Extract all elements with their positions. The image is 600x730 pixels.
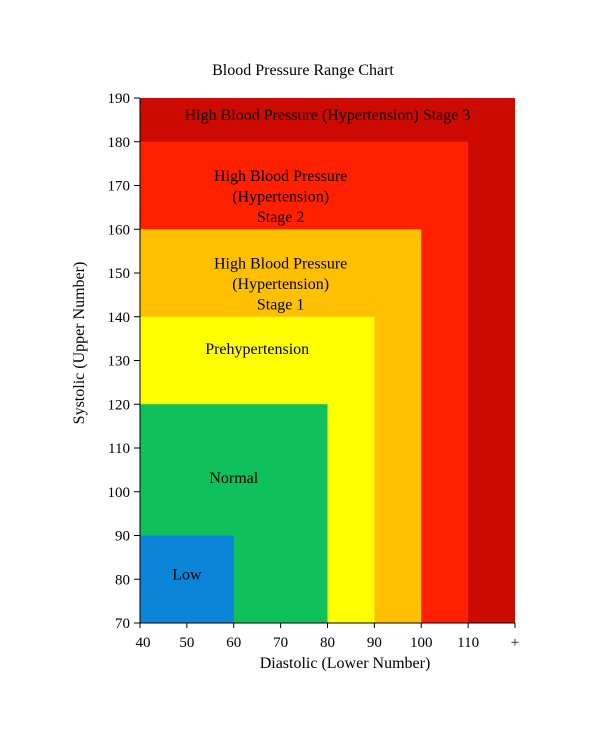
zone-label-prehypertension: Prehypertension bbox=[205, 341, 309, 358]
zone-label-normal: Normal bbox=[209, 470, 258, 487]
zone-labels-group: High Blood Pressure (Hypertension) Stage… bbox=[172, 107, 470, 583]
x-tick-label: 100 bbox=[410, 635, 433, 651]
zone-label-stage2: High Blood Pressure (Hypertension) Stage 2 bbox=[214, 168, 347, 226]
y-tick-label: 160 bbox=[108, 222, 131, 238]
zone-label-stage1: High Blood Pressure (Hypertension) Stage 1 bbox=[214, 256, 347, 314]
y-tick-label: 150 bbox=[108, 266, 131, 282]
zone-label-line: High Blood Pressure bbox=[214, 168, 347, 185]
zone-label-line: (Hypertension) bbox=[232, 189, 329, 206]
x-tick-label: 50 bbox=[179, 635, 194, 651]
y-ticks-group: 70 80 90 100 110 120 130 140 150 160 170 180 190 bbox=[108, 91, 140, 632]
zone-low bbox=[140, 535, 234, 623]
zone-label-low: Low bbox=[172, 566, 202, 583]
zone-label-line: Low bbox=[172, 566, 202, 583]
x-axis-title: Diastolic (Lower Number) bbox=[260, 655, 431, 672]
x-tick-label: + bbox=[511, 635, 519, 651]
zone-label-line: Stage 2 bbox=[257, 209, 305, 226]
y-tick-label: 70 bbox=[115, 616, 130, 632]
x-ticks-group: 40 50 60 70 80 90 100 110 + bbox=[136, 623, 519, 651]
y-tick-label: 130 bbox=[108, 354, 131, 370]
x-tick-label: 80 bbox=[320, 635, 335, 651]
y-axis-title: Systolic (Upper Number) bbox=[71, 262, 88, 425]
y-tick-label: 80 bbox=[115, 572, 130, 588]
x-tick-label: 70 bbox=[273, 635, 288, 651]
y-tick-label: 120 bbox=[108, 397, 131, 413]
x-tick-label: 40 bbox=[136, 635, 151, 651]
zone-label-stage3: High Blood Pressure (Hypertension) Stage… bbox=[185, 107, 471, 124]
zone-label-line: Normal bbox=[209, 470, 258, 487]
x-tick-label: 60 bbox=[226, 635, 241, 651]
y-tick-label: 100 bbox=[108, 485, 131, 501]
zone-label-line: High Blood Pressure (Hypertension) Stage… bbox=[185, 107, 471, 124]
y-tick-label: 140 bbox=[108, 310, 131, 326]
x-tick-label: 90 bbox=[367, 635, 382, 651]
y-tick-label: 110 bbox=[108, 441, 130, 457]
y-tick-label: 90 bbox=[115, 529, 130, 545]
y-tick-label: 190 bbox=[108, 91, 131, 107]
zone-label-line: Stage 1 bbox=[257, 297, 305, 314]
y-tick-label: 170 bbox=[108, 179, 131, 195]
zone-label-line: Prehypertension bbox=[205, 341, 309, 358]
chart-title: Blood Pressure Range Chart bbox=[212, 62, 394, 79]
zone-label-line: (Hypertension) bbox=[232, 276, 329, 293]
x-tick-label: 110 bbox=[457, 635, 479, 651]
zones-group bbox=[140, 98, 515, 623]
y-tick-label: 180 bbox=[108, 135, 131, 151]
zone-label-line: High Blood Pressure bbox=[214, 256, 347, 273]
